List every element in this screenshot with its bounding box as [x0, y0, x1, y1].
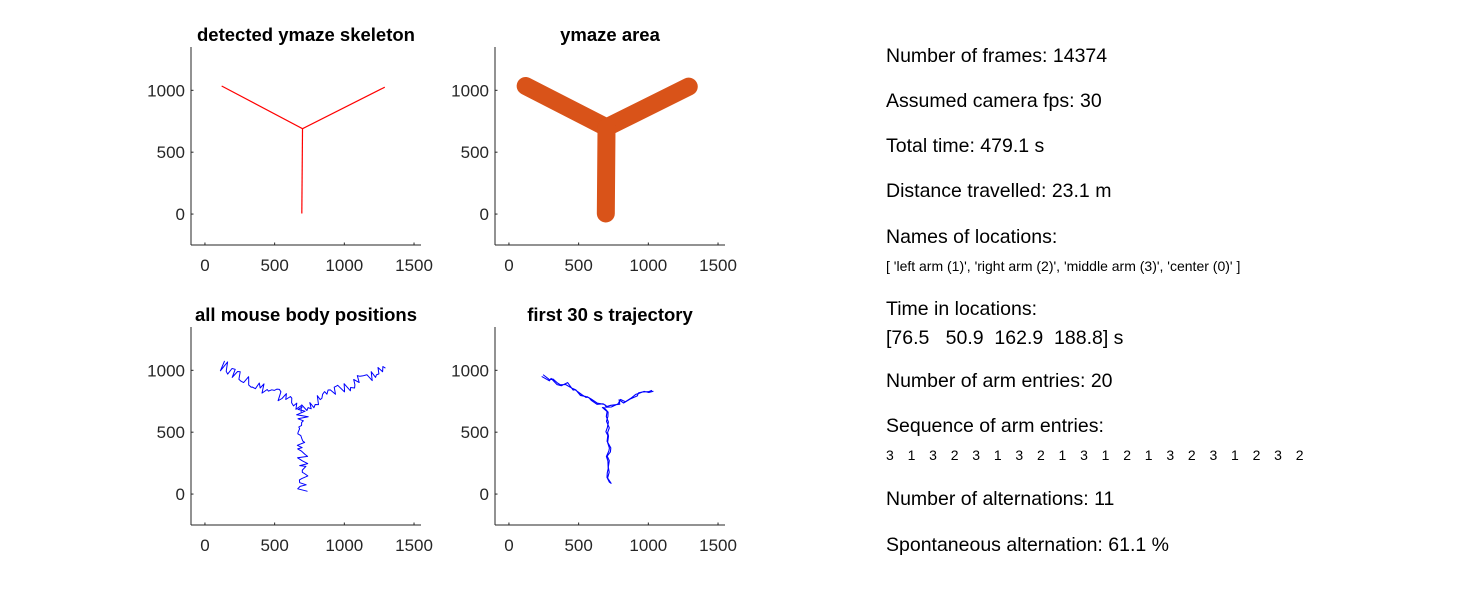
distance-travelled: Distance travelled: 23.1 m — [886, 180, 1112, 202]
plot-4-arm-2 — [604, 389, 654, 408]
plot-1-x-tick-label: 0 — [200, 256, 209, 275]
number-of-alternations: Number of alternations: 11 — [886, 488, 1115, 510]
camera-fps: Assumed camera fps: 30 — [886, 90, 1102, 112]
plot-4-y-tick-label: 1000 — [451, 361, 489, 380]
sequence-of-arm-entries-value: 3 1 3 2 3 1 3 2 1 3 1 2 1 3 2 3 1 2 3 2 — [886, 447, 1304, 463]
plot-2-y-tick-label: 0 — [480, 205, 489, 224]
plot-1-y-tick-label: 0 — [176, 205, 185, 224]
plot-4-x-tick-label: 1500 — [699, 536, 737, 555]
plot-3-y-tick-label: 500 — [157, 423, 185, 442]
plot-2-y-tick-label: 500 — [461, 143, 489, 162]
plot-2-arm-1 — [516, 76, 616, 137]
plot-2-y-tick-label: 1000 — [451, 81, 489, 100]
plot-1-x-tick-label: 1500 — [395, 256, 433, 275]
stats-panel: Number of frames: 14374 Assumed camera f… — [886, 0, 1466, 591]
plot-3-x-tick-label: 1000 — [325, 536, 363, 555]
plot-2-arm-2 — [597, 77, 698, 137]
plot-3-x-tick-label: 500 — [260, 536, 288, 555]
number-of-arm-entries: Number of arm entries: 20 — [886, 370, 1113, 392]
plot-3-y-tick-label: 1000 — [147, 361, 185, 380]
plot-1-arm-2 — [302, 86, 386, 130]
plot-4-x-tick-label: 0 — [504, 536, 513, 555]
plot-1-arm-3 — [301, 128, 304, 214]
names-of-locations-value: [ 'left arm (1)', 'right arm (2)', 'midd… — [886, 258, 1241, 274]
plot-1-x-tick-label: 500 — [260, 256, 288, 275]
plot-3-arm-1 — [219, 360, 302, 413]
plot-2-x-tick-label: 1000 — [629, 256, 667, 275]
plot-4-x-tick-label: 500 — [564, 536, 592, 555]
plot-2-x-tick-label: 500 — [564, 256, 592, 275]
plot-4-arm-1 — [541, 374, 608, 408]
plot-2-arm-3 — [596, 118, 616, 223]
names-of-locations-label: Names of locations: — [886, 226, 1058, 248]
plot-1-arm-1 — [221, 85, 303, 130]
plot-4-title: first 30 s trajectory — [527, 304, 693, 325]
plot-4-y-tick-label: 0 — [480, 485, 489, 504]
plot-2-title: ymaze area — [560, 24, 660, 45]
plot-3-arm-2 — [301, 366, 386, 411]
plot-3-x-tick-label: 1500 — [395, 536, 433, 555]
plot-3-title: all mouse body positions — [195, 304, 417, 325]
plot-3-x-tick-label: 0 — [200, 536, 209, 555]
time-in-locations-label: Time in locations: — [886, 298, 1038, 320]
plot-4-y-tick-label: 500 — [461, 423, 489, 442]
plot-4-x-tick-label: 1000 — [629, 536, 667, 555]
plot-1-x-tick-label: 1000 — [325, 256, 363, 275]
time-in-locations-value: [76.5 50.9 162.9 188.8] s — [886, 327, 1124, 349]
plot-3-arm-3 — [296, 406, 309, 492]
plot-4-arm-3 — [601, 406, 612, 484]
plot-2-x-tick-label: 1500 — [699, 256, 737, 275]
plot-1-title: detected ymaze skeleton — [197, 24, 415, 45]
plot-1-y-tick-label: 1000 — [147, 81, 185, 100]
total-time: Total time: 479.1 s — [886, 135, 1045, 157]
plot-2-x-tick-label: 0 — [504, 256, 513, 275]
plot-3-y-tick-label: 0 — [176, 485, 185, 504]
number-of-frames: Number of frames: 14374 — [886, 45, 1108, 67]
sequence-of-arm-entries-label: Sequence of arm entries: — [886, 415, 1104, 437]
plot-1-y-tick-label: 500 — [157, 143, 185, 162]
spontaneous-alternation: Spontaneous alternation: 61.1 % — [886, 534, 1169, 556]
